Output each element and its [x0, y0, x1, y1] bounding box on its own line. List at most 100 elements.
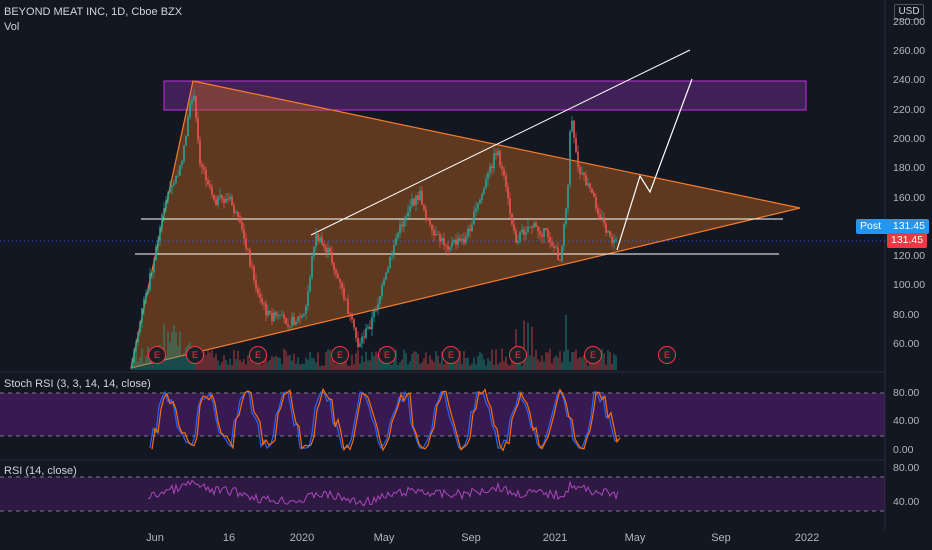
- volume-bar: [265, 358, 267, 370]
- volume-bar: [611, 363, 613, 370]
- earnings-marker-icon[interactable]: E: [378, 346, 396, 364]
- stoch-rsi-title[interactable]: Stoch RSI (3, 3, 14, 14, close): [4, 378, 151, 390]
- volume-bar: [279, 357, 281, 370]
- volume-bar: [335, 364, 337, 370]
- volume-bar: [411, 354, 413, 370]
- symbol-title[interactable]: BEYOND MEAT INC, 1D, Cboe BZX: [4, 6, 183, 18]
- volume-bar: [499, 362, 501, 370]
- candle-body: [333, 262, 335, 270]
- candle-body: [201, 163, 203, 168]
- candle-body: [349, 314, 351, 316]
- volume-bar: [183, 352, 185, 370]
- candle-body: [373, 310, 375, 318]
- volume-bar: [521, 365, 523, 370]
- candle-body: [601, 217, 603, 219]
- earnings-marker-icon[interactable]: E: [658, 346, 676, 364]
- candle-body: [379, 295, 381, 304]
- volume-bar: [319, 365, 321, 370]
- candle-body: [611, 236, 613, 244]
- volume-bar: [255, 359, 257, 370]
- candle-body: [337, 273, 339, 279]
- earnings-marker-icon[interactable]: E: [442, 346, 460, 364]
- volume-bar: [547, 352, 549, 370]
- candle-body: [483, 188, 485, 194]
- candle-body: [143, 298, 145, 309]
- candle-body: [327, 248, 329, 253]
- earnings-marker-icon[interactable]: E: [249, 346, 267, 364]
- volume-bar: [161, 355, 163, 370]
- candle-body: [273, 312, 275, 322]
- candle-body: [511, 213, 513, 225]
- volume-bar: [563, 351, 565, 370]
- candle-body: [579, 166, 581, 174]
- volume-bar: [315, 362, 317, 370]
- volume-bar: [587, 365, 589, 370]
- volume-bar: [209, 352, 211, 370]
- candle-body: [221, 195, 223, 199]
- candle-body: [551, 242, 553, 246]
- candle-body: [527, 227, 529, 233]
- candle-body: [473, 211, 475, 225]
- volume-bar: [289, 354, 291, 370]
- candle-body: [437, 233, 439, 235]
- candle-body: [253, 266, 255, 281]
- candle-body: [401, 224, 403, 227]
- candle-body: [561, 245, 563, 261]
- candle-body: [363, 336, 365, 338]
- candle-body: [539, 231, 541, 235]
- candle-body: [209, 184, 211, 188]
- volume-bar: [321, 365, 323, 370]
- volume-bar: [193, 359, 195, 370]
- volume-bar: [135, 351, 137, 370]
- candle-body: [215, 199, 217, 205]
- volume-bar: [487, 358, 489, 370]
- candle-body: [365, 328, 367, 338]
- volume-bar: [219, 365, 221, 370]
- candle-body: [225, 198, 227, 203]
- volume-bar: [149, 357, 151, 370]
- volume-bar: [243, 359, 245, 370]
- volume-bar: [293, 353, 295, 370]
- candle-body: [549, 236, 551, 243]
- volume-bar: [253, 363, 255, 370]
- candle-body: [163, 208, 165, 215]
- candle-body: [263, 303, 265, 305]
- volume-bar: [485, 365, 487, 370]
- volume-bar: [531, 326, 533, 370]
- volume-bar: [413, 351, 415, 370]
- volume-bar: [311, 357, 313, 370]
- rsi-title[interactable]: RSI (14, close): [4, 465, 77, 477]
- volume-bar: [451, 360, 453, 370]
- candle-body: [229, 196, 231, 200]
- volume-bar: [561, 362, 563, 370]
- candle-body: [391, 252, 393, 257]
- earnings-marker-icon[interactable]: E: [148, 346, 166, 364]
- candle-body: [187, 116, 189, 136]
- candle-body: [581, 173, 583, 175]
- candle-body: [569, 131, 571, 185]
- candle-body: [385, 272, 387, 280]
- earnings-marker-icon[interactable]: E: [331, 346, 349, 364]
- candle-body: [341, 282, 343, 289]
- volume-bar: [221, 361, 223, 370]
- candle-body: [417, 195, 419, 201]
- earnings-marker-icon[interactable]: E: [584, 346, 602, 364]
- volume-bar: [503, 361, 505, 370]
- volume-bar: [537, 359, 539, 370]
- candle-body: [509, 198, 511, 214]
- volume-bar: [215, 353, 217, 370]
- stoch-k-line: [149, 390, 619, 450]
- volume-bar: [291, 360, 293, 370]
- candle-body: [203, 167, 205, 170]
- candle-body: [521, 229, 523, 233]
- volume-bar: [225, 359, 227, 370]
- candle-body: [425, 209, 427, 220]
- currency-button[interactable]: USD: [894, 4, 924, 20]
- earnings-marker-icon[interactable]: E: [186, 346, 204, 364]
- candle-body: [609, 231, 611, 237]
- candle-body: [267, 310, 269, 316]
- volume-bar: [333, 355, 335, 370]
- earnings-marker-icon[interactable]: E: [509, 346, 527, 364]
- candle-body: [271, 313, 273, 322]
